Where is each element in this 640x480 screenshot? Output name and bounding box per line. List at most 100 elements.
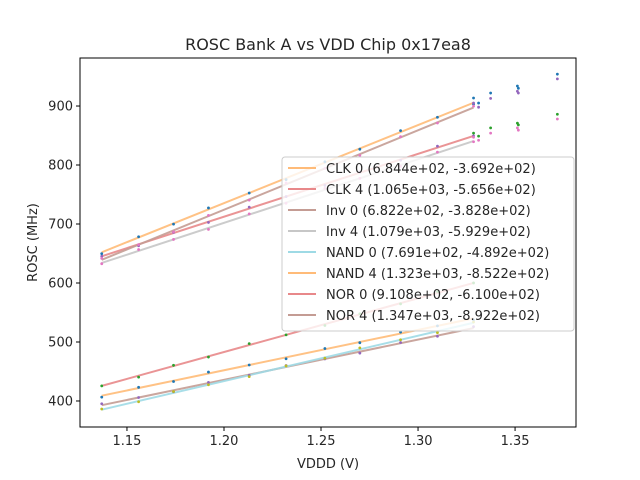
data-point [555,77,559,81]
data-point [100,256,104,260]
data-point [207,355,210,359]
legend: CLK 0 (6.844e+02, -3.692e+02) CLK 4 (1.06… [281,156,575,332]
data-point [555,112,559,116]
y-axis: 400 500 600 700 800 900 [48,100,80,409]
data-point [207,370,210,374]
data-point [472,131,475,135]
legend-box [281,156,575,332]
y-tick-label: 700 [48,218,73,233]
x-axis-label: VDDD (V) [297,457,359,472]
data-point [100,384,104,388]
legend-label: Inv 0 (6.822e+02, -3.828e+02) [326,204,531,219]
data-point [489,96,493,100]
data-point [137,235,141,239]
y-tick-label: 500 [48,335,73,350]
x-tick-label: 1.20 [210,434,239,449]
data-point [472,96,475,100]
data-point [516,123,520,127]
data-point [100,254,104,258]
data-point [436,331,439,334]
data-point [516,128,520,132]
data-point [207,213,210,217]
data-point [207,383,210,387]
data-point [399,341,402,344]
y-tick-label: 600 [48,276,73,291]
y-tick-label: 900 [48,100,73,115]
data-point [472,135,475,139]
data-point [472,101,475,105]
data-point [489,126,493,130]
data-point [172,390,175,393]
y-tick-label: 400 [48,394,73,409]
legend-label: Inv 4 (1.079e+03, -5.929e+02) [326,225,531,240]
data-point [358,154,362,157]
data-point [555,117,559,121]
x-axis: 1.15 1.20 1.25 1.30 1.35 [112,427,530,449]
data-point [436,144,439,148]
data-point [358,351,362,355]
y-axis-label: ROSC (MHz) [26,203,41,282]
data-point [358,341,362,345]
data-point [207,380,210,384]
data-point [172,222,175,226]
data-point [100,402,104,406]
data-point [436,115,439,119]
data-point [172,380,175,383]
data-point [172,230,175,234]
data-point [137,248,141,251]
data-point [358,147,362,151]
legend-label: CLK 0 (6.844e+02, -3.692e+02) [326,162,536,177]
data-point [489,131,493,135]
data-point [100,395,104,399]
data-point [100,252,104,256]
legend-label: NOR 4 (1.347e+03, -8.922e+02) [326,309,540,324]
data-point [207,227,210,231]
data-point [436,121,439,125]
data-point [516,91,520,95]
data-point [436,334,439,338]
data-point [247,205,251,209]
data-point [399,135,402,139]
data-point [477,134,480,138]
data-point [399,129,402,133]
data-point [515,126,519,130]
data-point [247,191,251,195]
data-point [472,104,475,108]
chart-title: ROSC Bank A vs VDD Chip 0x17ea8 [185,35,471,54]
x-tick-label: 1.30 [404,434,433,449]
fit-line-nand-0 [101,321,474,411]
data-point [477,101,480,105]
data-point [516,86,520,90]
data-point [137,385,141,389]
data-point [472,140,475,144]
data-point [137,375,141,379]
data-point [358,346,362,350]
data-point [137,396,141,399]
legend-label: NAND 0 (7.691e+02, -4.892e+02) [326,246,549,261]
axes-frame [79,57,577,428]
y-tick-label: 800 [48,159,73,174]
data-point [247,198,251,202]
x-tick-label: 1.35 [501,434,530,449]
data-point [284,364,288,368]
data-point [323,356,327,360]
x-tick-label: 1.15 [112,434,141,449]
data-point [399,338,402,342]
legend-label: CLK 4 (1.065e+03, -5.656e+02) [326,183,536,198]
data-point [555,72,559,76]
legend-label: NOR 0 (9.108e+02, -6.100e+02) [326,288,540,303]
data-point [477,105,480,109]
data-point [436,150,439,154]
data-point [323,347,327,350]
data-point [477,138,480,142]
data-point [247,342,251,346]
data-point [247,375,251,379]
data-point [284,357,288,361]
data-point [247,212,251,216]
data-point [137,400,141,404]
data-point [284,333,288,337]
x-tick-label: 1.25 [307,434,336,449]
data-point [100,262,104,266]
data-point [100,407,104,411]
